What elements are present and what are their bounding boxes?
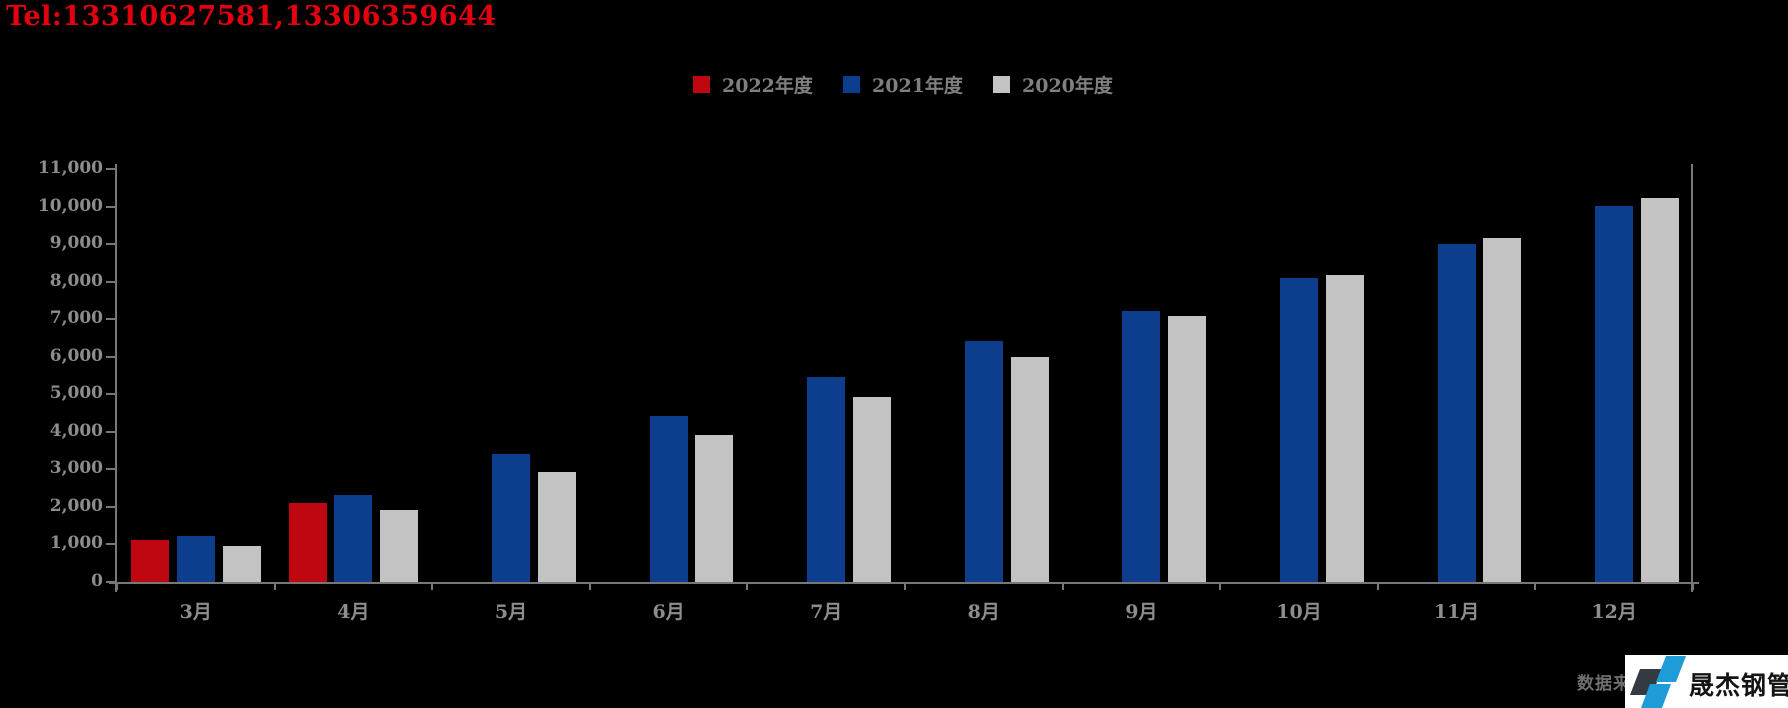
y-axis-tick — [106, 468, 115, 471]
x-axis-category-label: 6月 — [652, 601, 685, 623]
y-axis-line — [115, 164, 117, 592]
y-axis-tick-label: 11,000 — [37, 158, 103, 178]
x-axis-tick — [588, 582, 591, 590]
y-axis-tick-label: 6,000 — [49, 345, 103, 366]
bar-2021-7月 — [807, 377, 846, 582]
bar-2020-4月 — [380, 510, 419, 582]
bar-2021-3月 — [176, 536, 215, 582]
legend-swatch-icon — [993, 76, 1010, 93]
chart-legend: 2022年度 2021年度 2020年度 — [693, 71, 1143, 98]
y-axis-tick — [106, 581, 115, 583]
company-logo: 晟杰钢管 — [1625, 655, 1788, 708]
y-axis-tick-label: 2,000 — [49, 495, 103, 516]
x-axis-category-label: 11月 — [1433, 601, 1480, 623]
x-axis-category-label: 4月 — [337, 601, 370, 623]
x-axis-tick — [1219, 582, 1222, 590]
legend-swatch-icon — [843, 76, 860, 93]
y-axis-tick-label: 1,000 — [49, 533, 103, 554]
bar-2021-8月 — [964, 340, 1003, 582]
x-axis-category-label: 7月 — [810, 601, 843, 623]
legend-item-2: 2020年度 — [993, 71, 1143, 98]
bar-2020-10月 — [1325, 274, 1364, 582]
y-axis-tick — [106, 430, 115, 433]
y-axis-tick — [106, 205, 115, 208]
bar-2021-12月 — [1595, 206, 1634, 582]
bar-2021-10月 — [1280, 278, 1318, 582]
bar-2020-9月 — [1168, 315, 1207, 582]
y-axis-tick-label: 7,000 — [49, 308, 103, 329]
bar-chart-plot-area: 0 1,000 2,000 3,000 4,000 5,000 6,000 7,000 8,00… — [38, 158, 1699, 623]
bar-2020-6月 — [695, 434, 734, 582]
data-source-note: 数据来 — [1577, 674, 1631, 694]
legend-swatch-icon — [693, 76, 710, 93]
x-axis-tick — [1376, 582, 1379, 590]
x-axis-tick — [116, 582, 118, 590]
legend-item-0: 2022年度 — [693, 71, 843, 98]
y-axis-tick-label: 8,000 — [49, 270, 103, 291]
y-axis-tick-label: 5,000 — [49, 383, 103, 404]
x-axis-tick — [1061, 582, 1064, 590]
bar-2020-12月 — [1641, 198, 1679, 582]
y-axis-tick — [106, 393, 115, 396]
x-axis-category-label: 12月 — [1591, 601, 1637, 623]
bar-2022-3月 — [131, 539, 169, 582]
bar-2022-4月 — [288, 503, 327, 582]
legend-label: 2022年度 — [722, 75, 813, 97]
x-axis-category-label: 8月 — [967, 601, 1000, 623]
x-axis-tick — [904, 582, 906, 590]
right-border-line — [1691, 164, 1693, 592]
x-axis-tick — [431, 582, 434, 590]
bar-2020-8月 — [1010, 357, 1049, 582]
legend-item-1: 2021年度 — [843, 71, 993, 98]
x-axis-category-label: 5月 — [494, 601, 528, 623]
x-axis-tick — [1534, 582, 1537, 590]
y-axis-tick — [106, 243, 115, 246]
phone-watermark: Tel:13310627581,13306359644 — [6, 1, 497, 32]
y-axis-tick-label: 4,000 — [49, 420, 103, 441]
x-axis-category-label: 3月 — [179, 601, 212, 623]
y-axis-tick-label: 9,000 — [49, 233, 103, 254]
x-axis-tick — [1692, 582, 1694, 590]
bar-2021-4月 — [334, 495, 373, 582]
logo-mark-icon — [1630, 656, 1686, 708]
bar-2021-5月 — [492, 453, 530, 582]
bar-2020-7月 — [853, 396, 891, 582]
bar-2020-11月 — [1483, 237, 1522, 582]
y-axis-tick — [106, 318, 115, 321]
bar-2021-9月 — [1122, 311, 1161, 582]
x-axis-category-label: 10月 — [1276, 601, 1322, 623]
bar-2020-3月 — [222, 545, 261, 582]
y-axis-tick-label: 0 — [91, 571, 103, 591]
bar-2021-6月 — [649, 415, 688, 582]
y-axis-tick — [106, 355, 115, 358]
x-axis-tick — [746, 582, 749, 590]
legend-label: 2020年度 — [1022, 75, 1113, 97]
bar-2021-11月 — [1437, 243, 1476, 582]
logo-text: 晟杰钢管 — [1689, 671, 1788, 700]
y-axis-tick — [106, 168, 115, 170]
x-axis-category-label: 9月 — [1125, 601, 1158, 623]
legend-label: 2021年度 — [872, 75, 963, 97]
bar-2020-5月 — [537, 472, 576, 582]
y-axis-tick — [106, 505, 115, 508]
y-axis-tick-label: 3,000 — [49, 458, 103, 479]
y-axis-tick-label: 10,000 — [37, 195, 103, 216]
y-axis-tick — [106, 543, 115, 546]
y-axis-tick — [106, 280, 115, 283]
x-axis-tick — [273, 582, 276, 590]
